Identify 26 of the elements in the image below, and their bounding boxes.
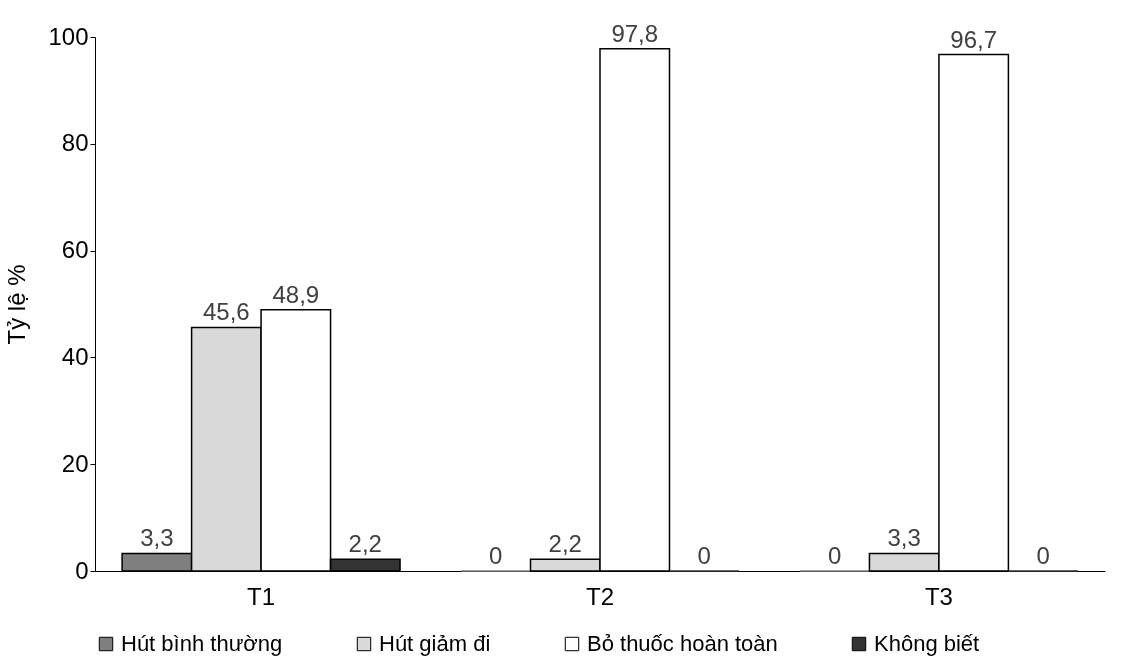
data-label: 45,6 [202,298,250,326]
data-label: 0 [489,542,503,569]
data-label: 97,8 [611,19,659,47]
data-label: 96,7 [950,25,998,53]
y-tick-label: 20 [61,449,89,477]
y-tick-label: 100 [48,22,89,50]
data-label: 2,2 [548,530,582,558]
data-label: 0 [1036,542,1050,569]
x-tick-label: T2 [585,582,615,610]
data-label: 3,3 [887,524,921,552]
y-tick-label: 80 [61,129,89,157]
data-label: 0 [828,542,842,569]
legend-label: Hút giảm đi [379,631,491,656]
y-tick-label: 40 [61,342,89,370]
data-label: 0 [697,542,711,569]
legend-label: Bỏ thuốc hoàn toàn [587,631,778,656]
legend-label: Không biết [874,631,980,656]
data-label: 2,2 [348,530,382,558]
x-tick-label: T1 [247,582,276,610]
data-label: 48,9 [272,280,320,308]
legend-label: Hút bình thường [121,631,283,656]
x-tick-label: T3 [924,582,953,610]
y-axis-title: Tỷ lệ % [3,264,31,345]
y-tick-label: 0 [75,556,89,584]
data-label: 3,3 [140,524,174,552]
y-tick-label: 60 [61,236,89,264]
